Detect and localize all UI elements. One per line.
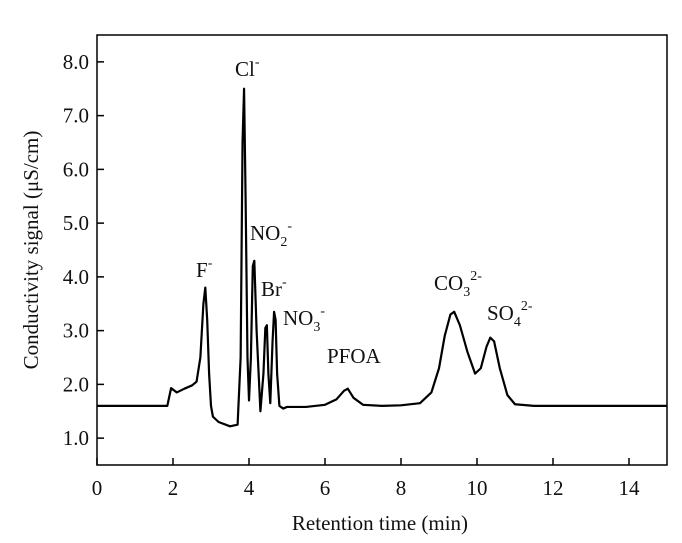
peak-label-sup: - bbox=[320, 304, 325, 319]
peak-label: Cl- bbox=[235, 55, 260, 81]
peak-label-text: PFOA bbox=[327, 344, 382, 368]
x-tick-label: 10 bbox=[467, 476, 488, 500]
peak-label: SO42- bbox=[487, 299, 533, 330]
plot-frame bbox=[96, 34, 668, 466]
peak-label-text: CO bbox=[434, 271, 463, 295]
y-tick-label: 1.0 bbox=[63, 426, 89, 450]
y-tick-label: 5.0 bbox=[63, 211, 89, 235]
x-tick-label: 0 bbox=[92, 476, 103, 500]
peak-label-sup: - bbox=[255, 55, 260, 70]
peak-label: NO3- bbox=[283, 304, 325, 335]
peak-label: Br- bbox=[261, 275, 287, 301]
peak-label-sup: - bbox=[282, 275, 287, 290]
signal-line bbox=[97, 87, 667, 428]
peak-label-text: NO bbox=[250, 221, 280, 245]
peak-label-text: F bbox=[196, 258, 208, 282]
y-tick-label: 4.0 bbox=[63, 265, 89, 289]
peak-label-sup: 2- bbox=[470, 269, 482, 284]
y-tick-label: 2.0 bbox=[63, 372, 89, 396]
peak-label-sup: - bbox=[208, 256, 213, 271]
peak-label-sub: 3 bbox=[313, 320, 320, 335]
peak-label: NO2- bbox=[250, 219, 292, 250]
x-tick-label: 2 bbox=[168, 476, 179, 500]
peak-label-sub: 4 bbox=[514, 315, 521, 330]
peak-label: CO32- bbox=[434, 269, 482, 300]
x-tick-label: 4 bbox=[244, 476, 255, 500]
peak-label-text: SO bbox=[487, 301, 514, 325]
peak-label-text: Cl bbox=[235, 57, 255, 81]
x-axis-label: Retention time (min) bbox=[292, 511, 468, 535]
peak-label-text: Br bbox=[261, 277, 282, 301]
y-axis-label: Conductivity signal (μS/cm) bbox=[19, 131, 43, 370]
x-tick-label: 12 bbox=[543, 476, 564, 500]
x-tick-label: 8 bbox=[396, 476, 407, 500]
peak-label-sub: 2 bbox=[280, 235, 287, 250]
x-tick-label: 14 bbox=[619, 476, 641, 500]
peak-label: PFOA bbox=[327, 344, 382, 368]
y-tick-label: 8.0 bbox=[63, 50, 89, 74]
peak-label: F- bbox=[196, 256, 213, 282]
y-tick-label: 3.0 bbox=[63, 319, 89, 343]
x-tick-label: 6 bbox=[320, 476, 331, 500]
y-tick-label: 7.0 bbox=[63, 104, 89, 128]
peak-label-text: NO bbox=[283, 306, 313, 330]
y-tick-label: 6.0 bbox=[63, 157, 89, 181]
peak-label-sup: - bbox=[287, 219, 292, 234]
peak-label-sub: 3 bbox=[463, 285, 470, 300]
peak-label-sup: 2- bbox=[521, 299, 533, 314]
